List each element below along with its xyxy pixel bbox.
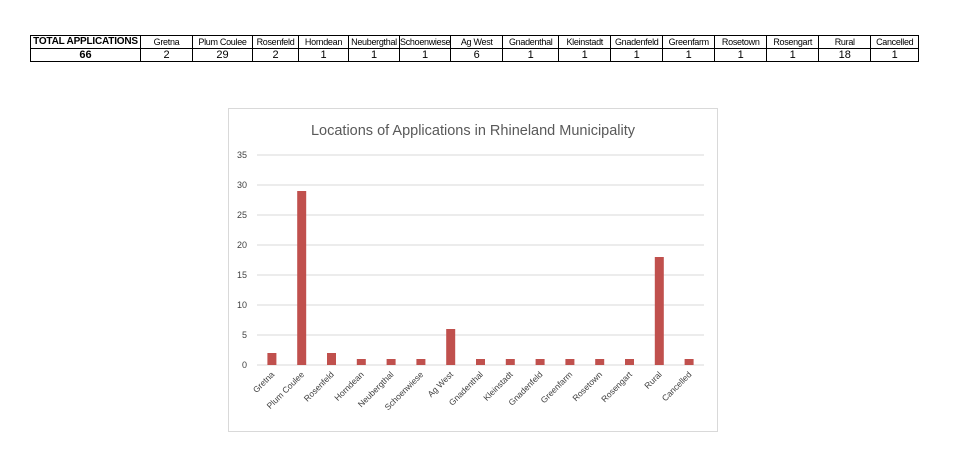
table-header-cell: Horndean <box>298 35 349 49</box>
table-header-cell: Ag West <box>450 35 504 49</box>
bar <box>625 359 634 365</box>
y-tick-label: 0 <box>242 360 247 370</box>
bar <box>654 257 664 365</box>
table-value-cell: 1 <box>348 48 400 62</box>
table-header-cell: Gnadenthal <box>502 35 560 49</box>
table-header-cell: Plum Coulee <box>192 35 253 49</box>
bar <box>476 359 485 365</box>
x-tick-label: Rural <box>642 369 664 391</box>
x-tick-label: Greenfarm <box>539 369 575 405</box>
table-value-cell: 2 <box>140 48 193 62</box>
table-value-cell: 1 <box>714 48 768 62</box>
y-tick-label: 25 <box>237 210 247 220</box>
bar <box>535 359 545 365</box>
y-tick-label: 10 <box>237 300 247 310</box>
y-tick-label: 5 <box>242 330 247 340</box>
y-tick-label: 35 <box>237 150 247 160</box>
bars <box>267 191 694 365</box>
x-tick-label: Ag West <box>425 369 455 399</box>
table-header-cell: TOTAL APPLICATIONS <box>30 35 141 49</box>
bar-chart: Locations of Applications in Rhineland M… <box>237 123 704 412</box>
y-tick-label: 15 <box>237 270 247 280</box>
x-tick-label: Rosengart <box>599 369 634 404</box>
chart-title: Locations of Applications in Rhineland M… <box>311 123 636 139</box>
table-header-cell: Schoenwiese <box>398 35 452 49</box>
x-tick-label: Rosenfeld <box>302 369 336 403</box>
bar <box>267 353 277 365</box>
x-tick-label: Gretna <box>251 369 277 395</box>
table-header-cell: Rosenfeld <box>252 35 299 49</box>
bar <box>684 359 694 365</box>
x-tick-label: Cancelled <box>660 369 694 403</box>
bar <box>565 359 575 365</box>
table-value-cell: 1 <box>502 48 560 62</box>
bar <box>416 359 426 365</box>
bar <box>386 359 396 365</box>
table-header-cell: Rural <box>818 35 872 49</box>
table-header-row: TOTAL APPLICATIONS Gretna Plum Coulee Ro… <box>30 35 920 49</box>
bar <box>595 359 605 365</box>
table-value-cell: 1 <box>298 48 349 62</box>
table-value-cell: 1 <box>558 48 612 62</box>
table-header-cell: Kleinstadt <box>558 35 612 49</box>
table-header-cell: Greenfarm <box>662 35 716 49</box>
table-value-cell: 29 <box>192 48 253 62</box>
table-value-cell: 1 <box>662 48 716 62</box>
table-header-cell: Neubergthal <box>348 35 400 49</box>
y-tick-label: 20 <box>237 240 247 250</box>
table-header-cell: Rosetown <box>714 35 768 49</box>
table-value-cell: 1 <box>610 48 664 62</box>
bar <box>327 353 336 365</box>
gridlines <box>257 154 704 366</box>
table-header-cell: Cancelled <box>870 35 920 49</box>
table-value-row: 66 2 29 2 1 1 1 6 1 1 1 1 1 1 18 1 <box>30 48 920 62</box>
table-value-cell: 6 <box>450 48 504 62</box>
table-value-cell: 1 <box>398 48 452 62</box>
y-axis-ticks: 0 5 10 15 20 25 30 35 <box>237 150 247 370</box>
bar <box>356 359 366 365</box>
bar <box>446 329 456 365</box>
bar <box>297 191 307 365</box>
table-value-cell: 66 <box>30 48 141 62</box>
table-header-cell: Gretna <box>140 35 193 49</box>
y-tick-label: 30 <box>237 180 247 190</box>
table-value-cell: 1 <box>766 48 820 62</box>
table-value-cell: 1 <box>870 48 920 62</box>
bar <box>505 359 515 365</box>
table-header-cell: Rosengart <box>766 35 820 49</box>
applications-summary-table: TOTAL APPLICATIONS Gretna Plum Coulee Ro… <box>30 35 920 62</box>
table-value-cell: 18 <box>818 48 872 62</box>
chart-frame: Locations of Applications in Rhineland M… <box>228 108 718 432</box>
table-value-cell: 2 <box>252 48 299 62</box>
table-header-cell: Gnadenfeld <box>610 35 664 49</box>
